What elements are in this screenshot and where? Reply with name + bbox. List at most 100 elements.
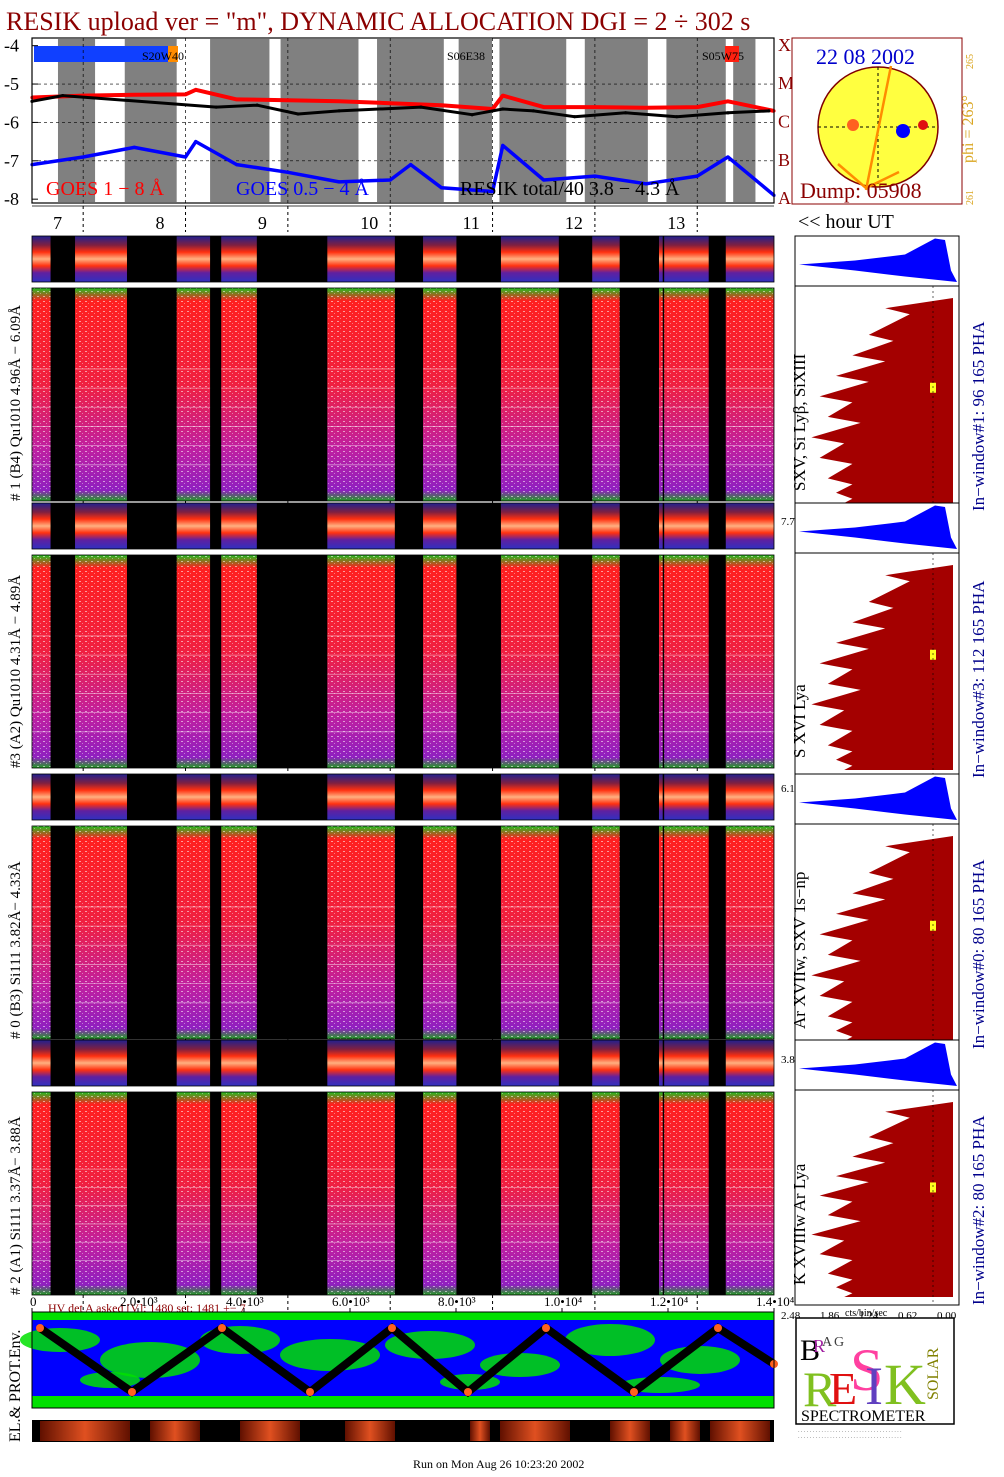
line-label-3: K XVIIIw Ar Lya xyxy=(790,1163,809,1285)
main-gap-2-1 xyxy=(126,826,177,1039)
logo-spectrometer: SPECTROMETER xyxy=(801,1408,926,1425)
orbit-turn-7 xyxy=(630,1388,638,1396)
orbit-bar-seg-0 xyxy=(40,1421,130,1441)
main-gap-0-4 xyxy=(394,288,424,501)
main-gap-2-0 xyxy=(50,826,76,1039)
main-gap-1-1 xyxy=(126,555,177,768)
strip-gap-0-2 xyxy=(210,236,222,282)
flare-label-1: S06E38 xyxy=(447,49,485,63)
strip-gap-2-9 xyxy=(708,774,726,820)
logo-letter-b: B xyxy=(800,1334,820,1367)
series-point-1-4 xyxy=(194,140,198,144)
main-gap-3-2 xyxy=(210,1092,222,1295)
series-line-0 xyxy=(31,87,775,113)
main-gap-3-0 xyxy=(50,1092,76,1295)
strip-gap-3-0 xyxy=(50,1040,76,1086)
strip-gap-1-3 xyxy=(256,503,328,549)
y-axis-ticks: -4 -5 -6 -7 -8 xyxy=(4,36,38,209)
y-tick-label-1: -5 xyxy=(4,74,19,94)
light-curve-series xyxy=(30,87,776,197)
detector-panel-3: HV det A asked [V]: 1480 set: 1481 +− 7#… xyxy=(8,1039,988,1322)
strip-gap-0-1 xyxy=(126,236,177,282)
orbit-turn-5 xyxy=(464,1388,472,1396)
series-point-0-8 xyxy=(388,101,392,105)
orbit-zigzag xyxy=(36,1322,778,1398)
series-point-0-11 xyxy=(501,93,505,98)
spectral-profile-1 xyxy=(811,565,953,770)
strip-gap-0-3 xyxy=(256,236,328,282)
main-frame-3 xyxy=(31,1091,775,1296)
series-point-2-8 xyxy=(501,107,505,111)
phi-top: 265 xyxy=(965,54,976,69)
flare-spot-blue xyxy=(896,124,910,138)
pha-histogram-2 xyxy=(799,776,957,820)
main-frame-1 xyxy=(31,554,775,769)
gray-band-2 xyxy=(210,39,270,202)
series-point-0-7 xyxy=(337,99,341,103)
main-gap-3-3 xyxy=(256,1092,328,1295)
orbit-bar-seg-4 xyxy=(470,1421,490,1441)
hour-axis: 7 8 9 10 11 12 13 xyxy=(32,205,774,233)
pha-label-0: In−window#1: 96 165 PHA xyxy=(969,321,988,511)
detector-label-2: # 0 (B3) Si111 3.82Å− 4.33Å xyxy=(8,861,24,1039)
strip-gap-0-0 xyxy=(50,236,76,282)
orbit-bar-seg-1 xyxy=(150,1421,200,1441)
strip-gap-2-2 xyxy=(210,774,222,820)
series-point-1-12 xyxy=(501,143,505,148)
hour-label-5: 12 xyxy=(565,213,583,233)
orbit-bar-seg-7 xyxy=(670,1421,700,1441)
series-point-2-6 xyxy=(419,105,423,109)
hour-label-3: 10 xyxy=(360,213,378,233)
strip-gap-2-4 xyxy=(394,774,424,820)
series-point-2-11 xyxy=(624,111,628,115)
logo-letter-s: S xyxy=(850,1337,883,1403)
orbit-turn-6 xyxy=(542,1324,550,1332)
strip-gap-1-2 xyxy=(210,503,222,549)
logo-letter-a: A xyxy=(822,1335,833,1350)
main-frame-0 xyxy=(31,287,775,502)
series-point-1-10 xyxy=(439,186,443,190)
orbit-tick-label-4: 8.0•10³ xyxy=(438,1294,476,1309)
flare-label-0: S20W40 xyxy=(142,49,184,63)
series-point-0-2 xyxy=(132,93,136,97)
strip-gap-0-6 xyxy=(558,236,593,282)
main-gap-0-8 xyxy=(662,288,665,501)
main-gap-3-6 xyxy=(558,1092,593,1295)
detector-panel-2: HV det B asked [V]: 1419 set: 1416 +− 5#… xyxy=(8,773,988,1066)
y-tick-label-3: -7 xyxy=(4,151,19,171)
class-label-x: X xyxy=(778,35,791,55)
hour-axis-label: << hour UT xyxy=(798,211,894,233)
flare-labels: S20W40 S06E38 S05W75 xyxy=(142,49,744,63)
detector-label-1: #3 (A2) Qu1010 4.31Å − 4.89Å xyxy=(8,575,24,768)
main-gap-0-7 xyxy=(619,288,659,501)
series-point-0-9 xyxy=(439,103,443,107)
logo-fine-print-2: · · · · · · · · · · · · · · · · · · · · … xyxy=(798,1436,902,1441)
series-point-1-15 xyxy=(644,182,648,186)
hour-label-2: 9 xyxy=(258,213,267,233)
main-gap-3-5 xyxy=(456,1092,501,1295)
main-gap-3-7 xyxy=(619,1092,659,1295)
series-point-1-6 xyxy=(286,170,290,174)
strip-gap-0-4 xyxy=(394,236,424,282)
strip-gap-1-1 xyxy=(126,503,177,549)
logo-solar: SOLAR xyxy=(925,1347,942,1400)
strip-gap-3-9 xyxy=(708,1040,726,1086)
strip-gap-1-8 xyxy=(662,503,665,549)
orbit-green-blob-5 xyxy=(480,1353,560,1377)
orbit-bar-seg-3 xyxy=(345,1421,395,1441)
main-gap-1-9 xyxy=(708,555,726,768)
logo-letter-i: I xyxy=(865,1356,883,1416)
orbit-tick-label-0: 0 xyxy=(30,1294,37,1309)
series-point-0-12 xyxy=(542,105,546,109)
orbit-green-bottom xyxy=(32,1396,774,1408)
hour-label-4: 11 xyxy=(463,213,480,233)
main-gap-2-3 xyxy=(256,826,328,1039)
strip-gap-0-7 xyxy=(619,236,659,282)
strip-gap-1-6 xyxy=(558,503,593,549)
orbit-zigzag-line xyxy=(37,1322,777,1398)
main-gap-3-1 xyxy=(126,1092,177,1295)
spectral-profile-3 xyxy=(811,1102,953,1297)
orbit-tick-label-6: 1.2•10⁴ xyxy=(650,1294,689,1309)
main-gap-2-8 xyxy=(662,826,665,1039)
